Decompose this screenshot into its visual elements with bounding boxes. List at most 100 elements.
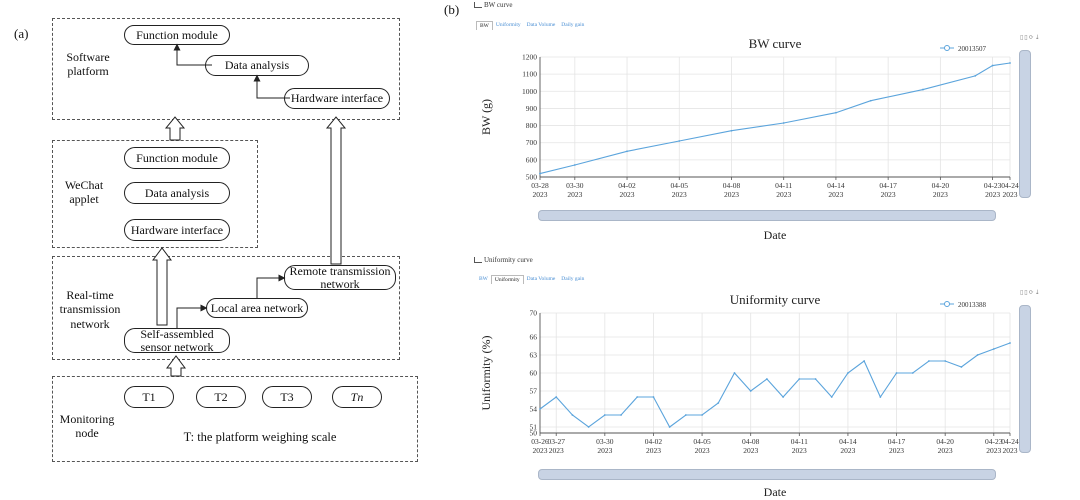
bw-legend-text: 20013507 — [958, 45, 987, 53]
tab-bw[interactable]: BW — [476, 21, 493, 30]
uniformity-point-24 — [928, 360, 930, 362]
uniformity-point-16 — [798, 378, 801, 380]
uniformity-series-line — [539, 342, 1011, 428]
tab-daily-gain[interactable]: Daily gain — [561, 22, 585, 28]
bw-horizontal-scrollbar[interactable] — [538, 210, 996, 221]
network-box — [52, 256, 400, 360]
hollow-arrow-wechat-to-sw — [164, 116, 186, 141]
uniformity-point-26 — [960, 366, 963, 368]
local-area-network: Local area network — [206, 298, 308, 318]
bw-chart: BW curve 20013507 500 600 700 800 900 1000 1100 1… — [479, 36, 1019, 242]
bw-toolbox[interactable]: ▯▯⟳⤓ — [1020, 35, 1041, 41]
bw-point-1 — [573, 164, 576, 166]
network-title: Real-time transmission network — [59, 288, 121, 331]
bw-tabbar: BW Uniformity Data Volume Daily gain — [476, 21, 587, 30]
uniformity-point-5 — [620, 414, 622, 416]
bw-ylabel: BW (g) — [479, 99, 493, 135]
tab-data-volume-2[interactable]: Data Volume — [526, 276, 556, 282]
hollow-arrow-node-to-net — [166, 355, 186, 377]
bw-ytick-1: 600 — [526, 155, 538, 164]
tab-data-volume[interactable]: Data Volume — [526, 22, 556, 28]
sw-hardware-interface: Hardware interface — [284, 88, 390, 109]
hollow-arrow-remote-to-sw — [325, 116, 347, 265]
uniformity-xtick-8: 04-17 2023 — [888, 437, 906, 455]
uniformity-point-7 — [652, 396, 655, 398]
bw-legend-marker — [944, 45, 950, 51]
uniformity-xtick-6: 04-11 2023 — [791, 437, 808, 455]
bw-xtick-9: 04-23 2023 — [984, 181, 1002, 199]
bw-section-title: BW curve — [474, 1, 512, 9]
panel-a-label: (a) — [14, 26, 29, 41]
uniformity-point-4 — [603, 414, 606, 416]
wc-data-analysis: Data analysis — [124, 182, 230, 204]
tab-uniformity-2[interactable]: Uniformity — [490, 275, 524, 284]
bw-point-8 — [922, 88, 924, 91]
uniformity-ytick-7: 70 — [530, 309, 538, 318]
uniformity-ytick-6: 66 — [530, 333, 538, 342]
uniformity-point-29 — [1009, 342, 1011, 344]
uniformity-point-2 — [571, 414, 574, 416]
bw-ytick-7: 1200 — [522, 53, 537, 62]
bw-vertical-scrollbar[interactable] — [1019, 50, 1031, 198]
bw-point-6 — [835, 111, 837, 114]
uniformity-ytick-2: 54 — [530, 405, 538, 414]
uniformity-point-11 — [717, 402, 720, 404]
uniformity-point-17 — [814, 378, 817, 380]
bw-point-3 — [678, 140, 681, 142]
uniformity-point-25 — [944, 360, 947, 362]
software-platform-box — [52, 18, 400, 120]
bw-xtick-8: 04-20 2023 — [932, 181, 950, 199]
uniformity-point-20 — [863, 360, 866, 362]
bw-point-10 — [991, 64, 994, 67]
chart-icon-2 — [474, 257, 482, 264]
uniformity-point-21 — [879, 396, 882, 398]
uniformity-legend[interactable]: 20013388 — [940, 301, 987, 309]
panel-a-arrows — [152, 43, 347, 377]
uniformity-ytick-3: 57 — [530, 387, 538, 396]
uniformity-xtick-11: 04-24 2023 — [1001, 437, 1019, 455]
bw-point-9 — [974, 74, 977, 77]
panel-b-label: (b) — [444, 2, 460, 17]
node-t3: T3 — [262, 386, 312, 408]
node-t1: T1 — [124, 386, 174, 408]
bw-point-2 — [626, 150, 628, 153]
tab-uniformity[interactable]: Uniformity — [495, 22, 521, 28]
tab-daily-gain-2[interactable]: Daily gain — [561, 276, 585, 282]
bw-xtick-3: 04-05 2023 — [671, 181, 689, 199]
uniformity-xtick-0: 03-26 2023 — [531, 437, 549, 455]
uniformity-toolbox[interactable]: ▯▯⟳⤓ — [1020, 290, 1041, 296]
bw-xtick-5: 04-11 2023 — [775, 181, 792, 199]
sensor-network: Self-assembled sensor network — [124, 328, 230, 353]
remote-transmission-network: Remote transmission network — [284, 265, 396, 290]
uniformity-xtick-7: 04-14 2023 — [839, 437, 857, 455]
uniformity-section-title: Uniformity curve — [474, 256, 533, 264]
bw-title: BW curve — [749, 36, 802, 51]
bw-ytick-0: 500 — [526, 173, 538, 182]
node-tn: Tn — [332, 386, 382, 408]
bw-xtick-2: 04-02 2023 — [618, 181, 636, 199]
uniformity-vertical-scrollbar[interactable] — [1019, 305, 1031, 453]
uniformity-ytick-1: 51 — [530, 423, 538, 432]
uniformity-point-22 — [895, 372, 898, 374]
bw-point-7 — [869, 99, 872, 102]
bw-ytick-6: 1100 — [522, 70, 537, 79]
monitoring-node-box — [52, 376, 418, 462]
uniformity-xtick-2: 03-30 2023 — [596, 437, 614, 455]
bw-ytick-4: 900 — [526, 104, 538, 113]
bw-ytick-5: 1000 — [522, 87, 537, 96]
uniformity-xtick-9: 04-20 2023 — [936, 437, 954, 455]
monitoring-node-title: Monitoring node — [59, 412, 115, 441]
uniformity-horizontal-scrollbar[interactable] — [538, 469, 996, 480]
bw-section-title-text: BW curve — [484, 1, 513, 9]
uniformity-point-3 — [587, 426, 590, 428]
bw-point-0 — [539, 172, 541, 175]
bw-ytick-2: 700 — [526, 138, 538, 147]
bw-point-4 — [730, 129, 733, 132]
uniformity-ytick-0: 50 — [530, 429, 538, 438]
uniformity-ytick-5: 63 — [530, 351, 538, 360]
uniformity-point-14 — [765, 378, 768, 380]
tab-bw-2[interactable]: BW — [479, 276, 488, 282]
bw-legend[interactable]: 20013507 — [940, 45, 987, 53]
chart-icon — [474, 2, 482, 9]
